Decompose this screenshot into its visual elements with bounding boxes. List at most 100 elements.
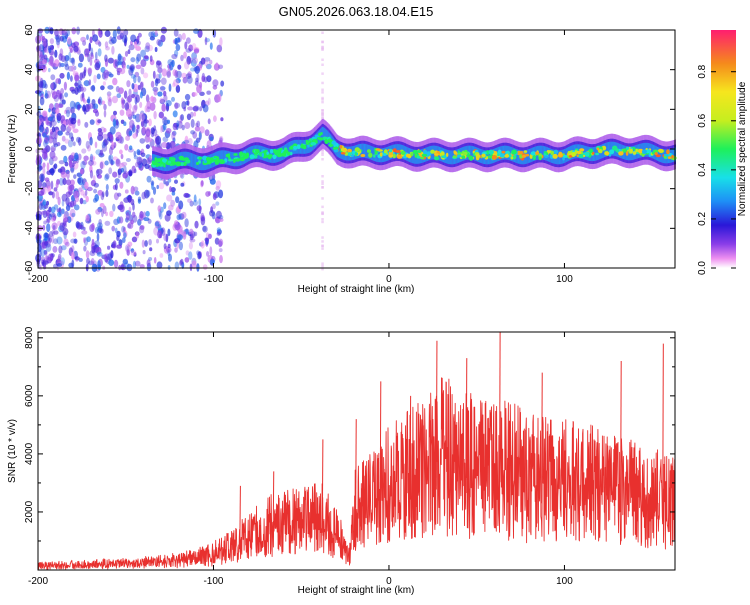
noise-dot: [158, 182, 165, 190]
ridge-cell: [289, 146, 294, 150]
noise-dot: [321, 153, 324, 156]
noise-dot: [143, 217, 150, 222]
noise-dot: [321, 98, 324, 101]
noise-dot: [207, 118, 211, 125]
noise-dot: [125, 108, 132, 118]
noise-dot: [204, 129, 210, 137]
noise-dot: [135, 161, 140, 168]
noise-dot: [140, 152, 146, 158]
noise-dot: [218, 215, 224, 220]
noise-dot: [321, 109, 324, 112]
noise-dot: [63, 155, 68, 164]
noise-dot: [64, 31, 69, 40]
ridge-band: [306, 139, 308, 154]
noise-dot: [69, 200, 75, 208]
noise-dot: [89, 169, 94, 179]
noise-dot: [216, 231, 221, 236]
snr-peak: [662, 343, 664, 520]
noise-dot: [72, 160, 79, 170]
ridge-band: [517, 149, 519, 164]
noise-dot: [86, 257, 90, 265]
snr-ticks: -200 -100 0 100 2000 4000 6000 8000: [24, 326, 675, 587]
noise-dot: [94, 141, 98, 149]
noise-dot: [199, 81, 203, 89]
noise-dot: [83, 155, 89, 161]
noise-dot: [87, 104, 91, 112]
noise-dot: [159, 253, 164, 258]
ridge-band: [323, 127, 325, 142]
noise-dot: [127, 194, 132, 203]
spectrogram-y-axis-label: Frequency (Hz): [7, 115, 18, 184]
ridge-band: [470, 145, 472, 160]
ridge-band: [200, 156, 202, 171]
noise-dot: [185, 48, 192, 53]
noise-dot: [125, 211, 130, 221]
ridge-cell: [625, 150, 629, 156]
noise-dot: [193, 194, 197, 203]
ridge-cell: [410, 152, 414, 157]
noise-dot: [145, 144, 150, 150]
noise-dot: [162, 117, 169, 126]
ridge-cell: [327, 138, 333, 143]
noise-dot: [119, 109, 125, 116]
noise-dot: [71, 259, 75, 269]
noise-dot: [127, 241, 133, 247]
noise-dot: [173, 28, 179, 37]
noise-dot: [184, 41, 188, 50]
noise-dot: [143, 72, 149, 79]
noise-dot: [119, 136, 124, 144]
noise-dot: [157, 67, 163, 74]
noise-dot: [135, 113, 141, 123]
noise-dot: [131, 236, 138, 243]
noise-dot: [73, 102, 77, 110]
noise-dot: [49, 27, 54, 35]
noise-dot: [74, 82, 79, 87]
ridge-band: [610, 141, 612, 156]
ridge-cell: [344, 152, 349, 156]
noise-dot: [184, 61, 190, 70]
noise-dot: [53, 230, 59, 235]
noise-dot: [64, 63, 70, 71]
noise-dot: [97, 98, 101, 105]
noise-dot: [171, 96, 175, 102]
noise-dot: [123, 232, 127, 239]
ridge-band: [469, 145, 471, 160]
noise-dot: [144, 45, 150, 53]
noise-dot: [55, 181, 59, 189]
ridge-cell: [671, 154, 674, 159]
noise-dot: [121, 99, 126, 105]
noise-dot: [93, 188, 98, 194]
noise-dot: [137, 196, 142, 202]
noise-dot: [178, 241, 183, 251]
noise-dot: [42, 199, 46, 206]
ridge-cell: [579, 148, 585, 152]
noise-dot: [93, 182, 100, 188]
ridge-cell: [511, 149, 517, 155]
ridge-cell: [243, 155, 247, 159]
noise-dot: [154, 221, 160, 227]
noise-dot: [53, 163, 58, 169]
noise-dot: [89, 56, 93, 66]
y-tick-label: 2000: [24, 500, 35, 523]
noise-dot: [97, 264, 102, 271]
noise-dot: [107, 85, 114, 90]
noise-dot: [103, 128, 107, 133]
noise-dot: [40, 64, 46, 70]
ridge-band: [527, 149, 530, 164]
ridge-cell: [440, 151, 445, 157]
noise-dot: [194, 80, 199, 86]
noise-dot: [51, 126, 56, 133]
noise-dot: [189, 263, 193, 272]
noise-dot: [321, 197, 324, 200]
noise-dot: [43, 139, 48, 148]
noise-dot: [91, 238, 95, 246]
ridge-band: [366, 144, 368, 159]
noise-dot: [213, 115, 217, 122]
ridge-cell: [292, 145, 298, 150]
noise-dot: [145, 131, 151, 140]
ridge-cell: [462, 151, 468, 156]
ridge-band: [194, 154, 196, 169]
noise-dot: [64, 109, 68, 115]
